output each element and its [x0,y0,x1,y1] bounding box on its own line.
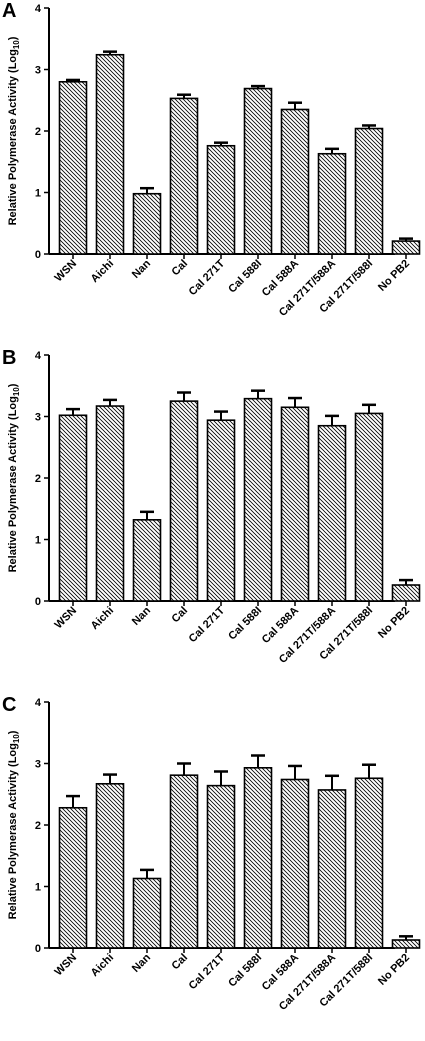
category-label: Aichi [89,258,117,286]
panel-letter: A [2,0,17,22]
bar [206,784,236,949]
y-tick-label: 2 [35,126,41,138]
category-label: Cal 271T [187,257,228,298]
y-tick-label: 1 [35,882,41,894]
bar [243,397,273,602]
bar [354,412,384,602]
category-label: Cal 271T [187,604,228,645]
y-tick-label: 4 [35,3,42,15]
y-tick-label: 4 [35,350,42,362]
y-axis-label: Relative Polymerase Activity (Log10) [7,383,21,572]
bar [132,519,162,602]
y-tick-label: 0 [35,249,41,261]
bar [391,939,421,949]
category-label: Nan [130,257,153,280]
bar [391,240,421,255]
y-axis-label-close: ) [7,36,19,40]
category-label: Nan [130,604,153,627]
bar [58,414,88,602]
bar [95,53,125,255]
category-label: No PB2 [376,258,412,294]
bar [317,152,347,255]
category-label: Aichi [89,952,117,980]
bar-chart: 0 1 2 3 4 Relative Polymerase Activity (Log10… [7,350,421,666]
y-axis-label-subscript: 10 [12,387,21,396]
bar [169,400,199,602]
y-tick-label: 1 [35,188,41,200]
bar [317,789,347,949]
category-label: Nan [130,951,153,974]
bar [243,87,273,255]
category-label: Cal [170,258,191,279]
category-label: Cal 588I [226,605,264,643]
bar [391,584,421,602]
category-label: Cal 588I [226,258,264,296]
y-axis-label: Relative Polymerase Activity (Log10) [7,36,21,225]
category-label: No PB2 [376,605,412,641]
bar [169,774,199,949]
bar [243,767,273,949]
y-tick-label: 3 [35,412,41,424]
y-axis-label-main: Relative Polymerase Activity (Log [7,49,19,225]
bar [280,406,310,602]
category-label: Cal 588I [226,952,264,990]
panel-letter: C [2,694,17,716]
bar [58,806,88,949]
bar [95,782,125,949]
category-label: WSN [52,605,79,632]
y-tick-label: 3 [35,759,41,771]
bar [132,877,162,949]
bar [132,192,162,255]
bar-chart: 0 1 2 3 4 Relative Polymerase Activity (Log10… [7,697,421,1013]
y-tick-label: 4 [35,697,42,709]
category-label: Cal [170,605,191,626]
bar [58,81,88,255]
y-axis-label-subscript: 10 [12,40,21,49]
category-label: Aichi [89,605,117,633]
bar [354,127,384,255]
y-axis-label-close: ) [7,730,19,734]
panel-letter: B [2,347,17,369]
bar [317,424,347,602]
y-tick-label: 3 [35,65,41,77]
y-axis-label-main: Relative Polymerase Activity (Log [7,743,19,919]
chart-panel-c: C 0 1 2 3 4 Relative Polymerase Activity (Log… [0,694,425,1041]
bar-chart: 0 1 2 3 4 Relative Polymerase Activity (Log10… [7,3,421,319]
category-label: No PB2 [376,952,412,988]
y-axis-label: Relative Polymerase Activity (Log10) [7,730,21,919]
y-tick-label: 0 [35,943,41,955]
y-tick-label: 2 [35,820,41,832]
y-tick-label: 2 [35,473,41,485]
category-label: WSN [52,952,79,979]
category-label: Cal [170,952,191,973]
category-label: Cal 271T [187,951,228,992]
chart-panel-a: A 0 1 2 3 4 Relative Polymerase Activity (Log… [0,0,425,347]
bar [169,97,199,255]
y-tick-label: 1 [35,535,41,547]
bar [95,405,125,602]
chart-panel-b: B 0 1 2 3 4 Relative Polymerase Activity (Log… [0,347,425,694]
bar [280,778,310,949]
category-label: WSN [52,258,79,285]
bar [354,777,384,949]
y-tick-label: 0 [35,596,41,608]
bar [206,144,236,255]
y-axis-label-close: ) [7,383,19,387]
bar [280,108,310,255]
bar [206,419,236,602]
y-axis-label-main: Relative Polymerase Activity (Log [7,396,19,572]
y-axis-label-subscript: 10 [12,734,21,743]
